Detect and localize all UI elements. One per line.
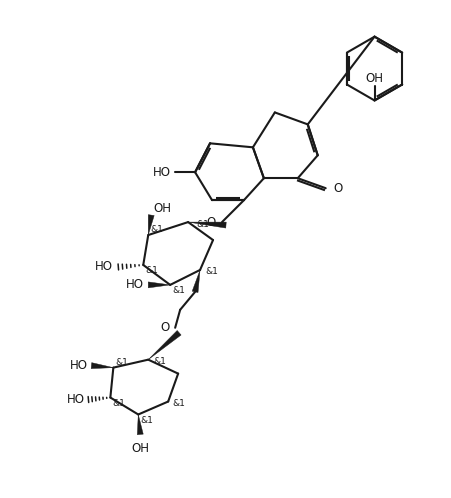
Text: &1: &1 bbox=[112, 399, 125, 408]
Text: O: O bbox=[160, 321, 169, 334]
Text: OH: OH bbox=[131, 442, 149, 455]
Text: OH: OH bbox=[153, 202, 171, 215]
Polygon shape bbox=[137, 414, 143, 435]
Text: OH: OH bbox=[366, 72, 383, 85]
Polygon shape bbox=[148, 282, 170, 288]
Text: HO: HO bbox=[95, 260, 113, 273]
Text: &1: &1 bbox=[172, 399, 185, 408]
Polygon shape bbox=[188, 222, 226, 228]
Text: HO: HO bbox=[153, 166, 171, 179]
Text: &1: &1 bbox=[140, 416, 153, 425]
Text: HO: HO bbox=[126, 278, 144, 291]
Text: &1: &1 bbox=[205, 267, 218, 276]
Text: &1: &1 bbox=[150, 225, 163, 234]
Polygon shape bbox=[91, 363, 113, 369]
Polygon shape bbox=[192, 270, 200, 292]
Text: O: O bbox=[334, 182, 343, 195]
Text: &1: &1 bbox=[196, 220, 209, 229]
Text: HO: HO bbox=[66, 393, 84, 406]
Text: &1: &1 bbox=[145, 266, 158, 275]
Text: &1: &1 bbox=[115, 358, 128, 367]
Text: O: O bbox=[207, 216, 216, 229]
Text: &1: &1 bbox=[172, 286, 185, 295]
Polygon shape bbox=[148, 331, 181, 360]
Polygon shape bbox=[148, 215, 154, 235]
Text: &1: &1 bbox=[153, 357, 166, 366]
Text: HO: HO bbox=[69, 359, 87, 372]
